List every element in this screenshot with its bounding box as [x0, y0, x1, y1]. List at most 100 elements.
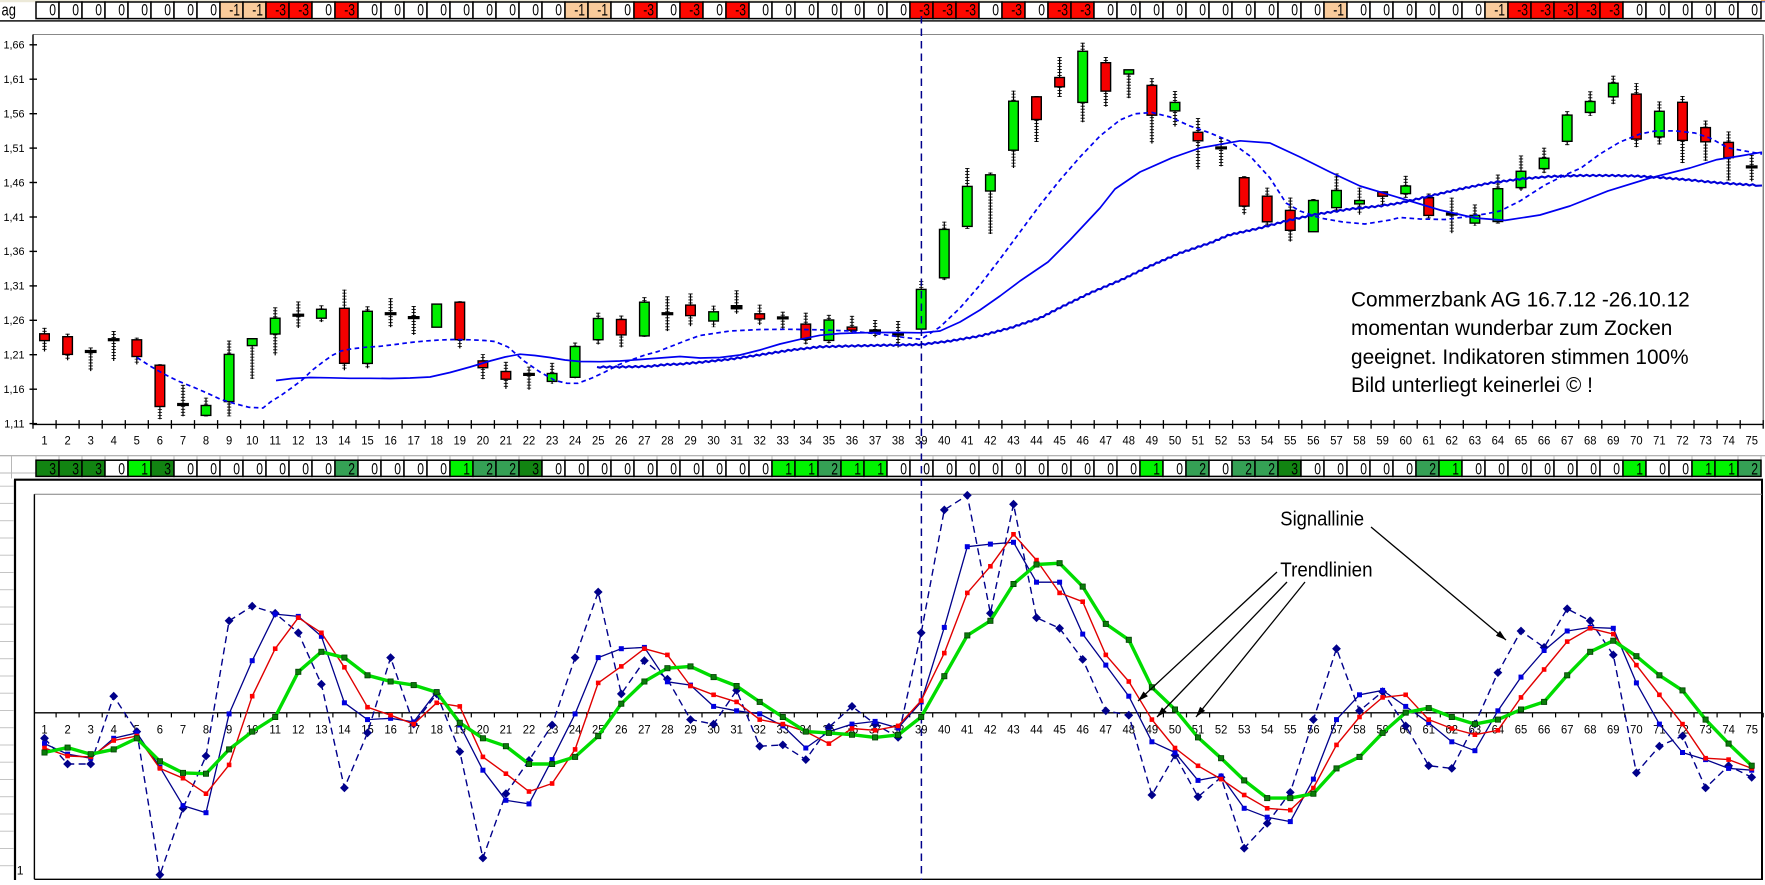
svg-text:Commerzbank AG 16.7.12 -26.10.: Commerzbank AG 16.7.12 -26.10.12: [1351, 288, 1690, 311]
svg-text:2: 2: [1268, 461, 1275, 479]
svg-text:56: 56: [1307, 434, 1319, 448]
svg-text:19: 19: [454, 434, 466, 448]
svg-text:75: 75: [1745, 723, 1758, 737]
svg-text:73: 73: [1699, 434, 1711, 448]
svg-text:0: 0: [164, 2, 171, 20]
svg-text:43: 43: [1007, 434, 1019, 448]
svg-text:-3: -3: [1517, 2, 1528, 20]
svg-text:34: 34: [800, 434, 813, 448]
svg-text:1: 1: [1153, 461, 1160, 479]
svg-text:3: 3: [49, 461, 56, 479]
svg-text:2: 2: [831, 461, 838, 479]
svg-text:67: 67: [1561, 723, 1573, 737]
svg-text:0: 0: [1222, 461, 1229, 479]
svg-text:5: 5: [134, 434, 141, 448]
svg-text:53: 53: [1238, 434, 1250, 448]
svg-text:7: 7: [180, 434, 186, 448]
svg-text:0: 0: [417, 461, 424, 479]
svg-text:0: 0: [670, 2, 677, 20]
svg-text:1,56: 1,56: [3, 109, 24, 121]
svg-text:60: 60: [1399, 434, 1412, 448]
svg-text:69: 69: [1607, 434, 1619, 448]
svg-text:6: 6: [157, 434, 163, 448]
svg-text:-3: -3: [735, 2, 746, 20]
svg-text:59: 59: [1376, 723, 1388, 737]
svg-text:-3: -3: [643, 2, 654, 20]
svg-text:28: 28: [661, 434, 674, 448]
svg-text:Signallinie: Signallinie: [1280, 509, 1364, 531]
svg-text:0: 0: [210, 2, 217, 20]
svg-text:1: 1: [17, 864, 24, 878]
svg-text:-3: -3: [965, 2, 976, 20]
svg-text:-1: -1: [1494, 2, 1505, 20]
svg-text:24: 24: [569, 434, 582, 448]
svg-text:3: 3: [88, 434, 94, 448]
svg-text:0: 0: [187, 461, 194, 479]
svg-text:15: 15: [361, 434, 374, 448]
svg-text:0: 0: [1429, 2, 1436, 20]
svg-text:71: 71: [1653, 434, 1665, 448]
svg-text:-1: -1: [597, 2, 608, 20]
svg-text:49: 49: [1146, 434, 1158, 448]
svg-text:1,46: 1,46: [3, 177, 24, 189]
svg-text:0: 0: [371, 2, 378, 20]
svg-text:48: 48: [1123, 434, 1136, 448]
svg-text:20: 20: [477, 723, 490, 737]
svg-text:64: 64: [1492, 434, 1505, 448]
svg-text:-3: -3: [344, 2, 355, 20]
svg-text:14: 14: [338, 723, 351, 737]
svg-text:-3: -3: [1080, 2, 1091, 20]
svg-text:0: 0: [1636, 2, 1643, 20]
svg-text:1: 1: [141, 461, 148, 479]
svg-text:55: 55: [1284, 723, 1297, 737]
svg-text:0: 0: [1268, 2, 1275, 20]
svg-text:0: 0: [1452, 2, 1459, 20]
svg-text:31: 31: [730, 434, 742, 448]
svg-text:0: 0: [1360, 2, 1367, 20]
svg-text:3: 3: [164, 461, 171, 479]
svg-text:1,36: 1,36: [3, 246, 24, 258]
svg-text:33: 33: [777, 434, 789, 448]
svg-text:10: 10: [246, 434, 259, 448]
svg-text:geeignet. Indikatoren stimmen: geeignet. Indikatoren stimmen 100%: [1351, 346, 1689, 369]
svg-text:1,16: 1,16: [3, 384, 24, 396]
svg-text:41: 41: [961, 434, 973, 448]
svg-text:17: 17: [407, 434, 419, 448]
svg-text:42: 42: [984, 723, 996, 737]
svg-text:0: 0: [877, 2, 884, 20]
svg-text:-3: -3: [1540, 2, 1551, 20]
svg-text:8: 8: [203, 723, 210, 737]
svg-text:40: 40: [938, 434, 951, 448]
svg-text:0: 0: [440, 2, 447, 20]
svg-text:0: 0: [1176, 2, 1183, 20]
svg-text:58: 58: [1353, 434, 1366, 448]
svg-text:0: 0: [1314, 2, 1321, 20]
svg-text:31: 31: [730, 723, 742, 737]
svg-text:3: 3: [1291, 461, 1298, 479]
svg-text:4: 4: [111, 723, 118, 737]
svg-text:0: 0: [969, 461, 976, 479]
svg-text:0: 0: [992, 461, 999, 479]
svg-text:0: 0: [325, 2, 332, 20]
svg-text:72: 72: [1676, 434, 1688, 448]
svg-text:0: 0: [578, 461, 585, 479]
svg-text:45: 45: [1053, 434, 1066, 448]
svg-text:0: 0: [1498, 461, 1505, 479]
svg-text:23: 23: [546, 723, 558, 737]
svg-text:0: 0: [1383, 2, 1390, 20]
svg-text:0: 0: [1061, 461, 1068, 479]
svg-text:0: 0: [1107, 2, 1114, 20]
svg-text:11: 11: [269, 434, 281, 448]
svg-text:45: 45: [1053, 723, 1066, 737]
svg-text:0: 0: [187, 2, 194, 20]
svg-text:0: 0: [693, 461, 700, 479]
svg-text:9: 9: [226, 434, 232, 448]
svg-text:0: 0: [72, 2, 79, 20]
svg-text:35: 35: [823, 434, 836, 448]
svg-text:46: 46: [1076, 434, 1088, 448]
svg-text:61: 61: [1422, 434, 1434, 448]
svg-text:24: 24: [569, 723, 582, 737]
svg-text:26: 26: [615, 723, 627, 737]
svg-text:1: 1: [41, 723, 47, 737]
svg-text:0: 0: [1682, 2, 1689, 20]
